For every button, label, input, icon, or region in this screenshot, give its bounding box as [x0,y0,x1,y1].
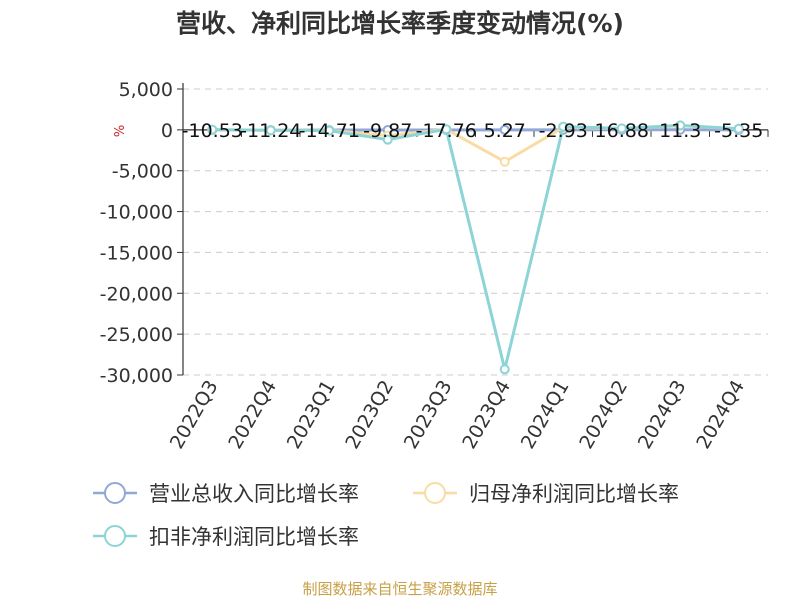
legend-marker [104,525,126,547]
x-tick-labels: 2022Q3 2022Q4 2023Q1 2023Q2 2023Q3 2023Q4 2024… [166,377,749,453]
x-tick-label: 2023Q1 [283,377,340,453]
legend-label: 扣非净利润同比增长率 [149,525,359,549]
legend-marker [104,482,126,504]
data-point [558,121,569,132]
x-tick-label: 2023Q3 [400,377,457,453]
data-label: 5.27 [484,120,526,142]
data-label: -10.53 [182,120,243,142]
data-point [499,156,510,167]
series-lines [207,120,744,375]
x-tick-label: 2024Q1 [517,377,574,453]
y-tick-label: -15,000 [100,242,173,264]
data-label: -5.35 [714,120,763,142]
y-unit-label: % [113,125,128,137]
series-line [212,123,739,371]
data-point [382,134,393,145]
data-source-note: 制图数据来自恒生聚源数据库 [302,580,498,598]
data-point [324,125,335,136]
x-tick-label: 2022Q4 [224,377,281,453]
x-tick-label: 2024Q2 [575,377,632,453]
data-point [616,123,627,134]
data-point [499,364,510,375]
chart-title: 营收、净利同比增长率季度变动情况(%) [176,9,624,38]
data-point [207,124,218,135]
x-tick-label: 2024Q4 [692,377,749,453]
x-tick-label: 2022Q3 [166,377,223,453]
data-point [265,125,276,136]
y-tick-label: 0 [161,120,173,142]
data-point [499,124,510,135]
y-tick-label: 5,000 [119,79,173,101]
y-tick-labels: 5,000 0 -5,000 -10,000 -15,000 -20,000 -25,000… [100,79,173,387]
data-point [733,123,744,134]
data-labels: -10.53-11.24-14.71 -9.87 -17.76 5.27 -2.93 16… [182,120,764,142]
x-tick-label: 2023Q2 [341,377,398,453]
y-tick-label: -10,000 [100,202,173,224]
data-label: 16.88 [595,120,649,142]
y-tick-label: -20,000 [100,283,173,305]
y-tick-label: -30,000 [100,365,173,387]
x-tick-label: 2023Q4 [458,377,515,453]
data-point [441,124,452,135]
data-label: -17.76 [416,120,477,142]
legend-label: 营业总收入同比增长率 [149,482,359,506]
grid [183,88,768,376]
data-label: -14.71 [299,120,360,142]
legend-marker [424,482,446,504]
x-tick-label: 2024Q3 [634,377,691,453]
data-label: -9.87 [363,120,412,142]
legend-label: 归母净利润同比增长率 [469,482,679,506]
y-tick-label: -25,000 [100,324,173,346]
y-tick-label: -5,000 [112,161,173,183]
data-point [675,120,686,131]
data-label: -2.93 [539,120,588,142]
data-label: -11.24 [240,120,301,142]
data-label: 11.3 [659,120,701,142]
